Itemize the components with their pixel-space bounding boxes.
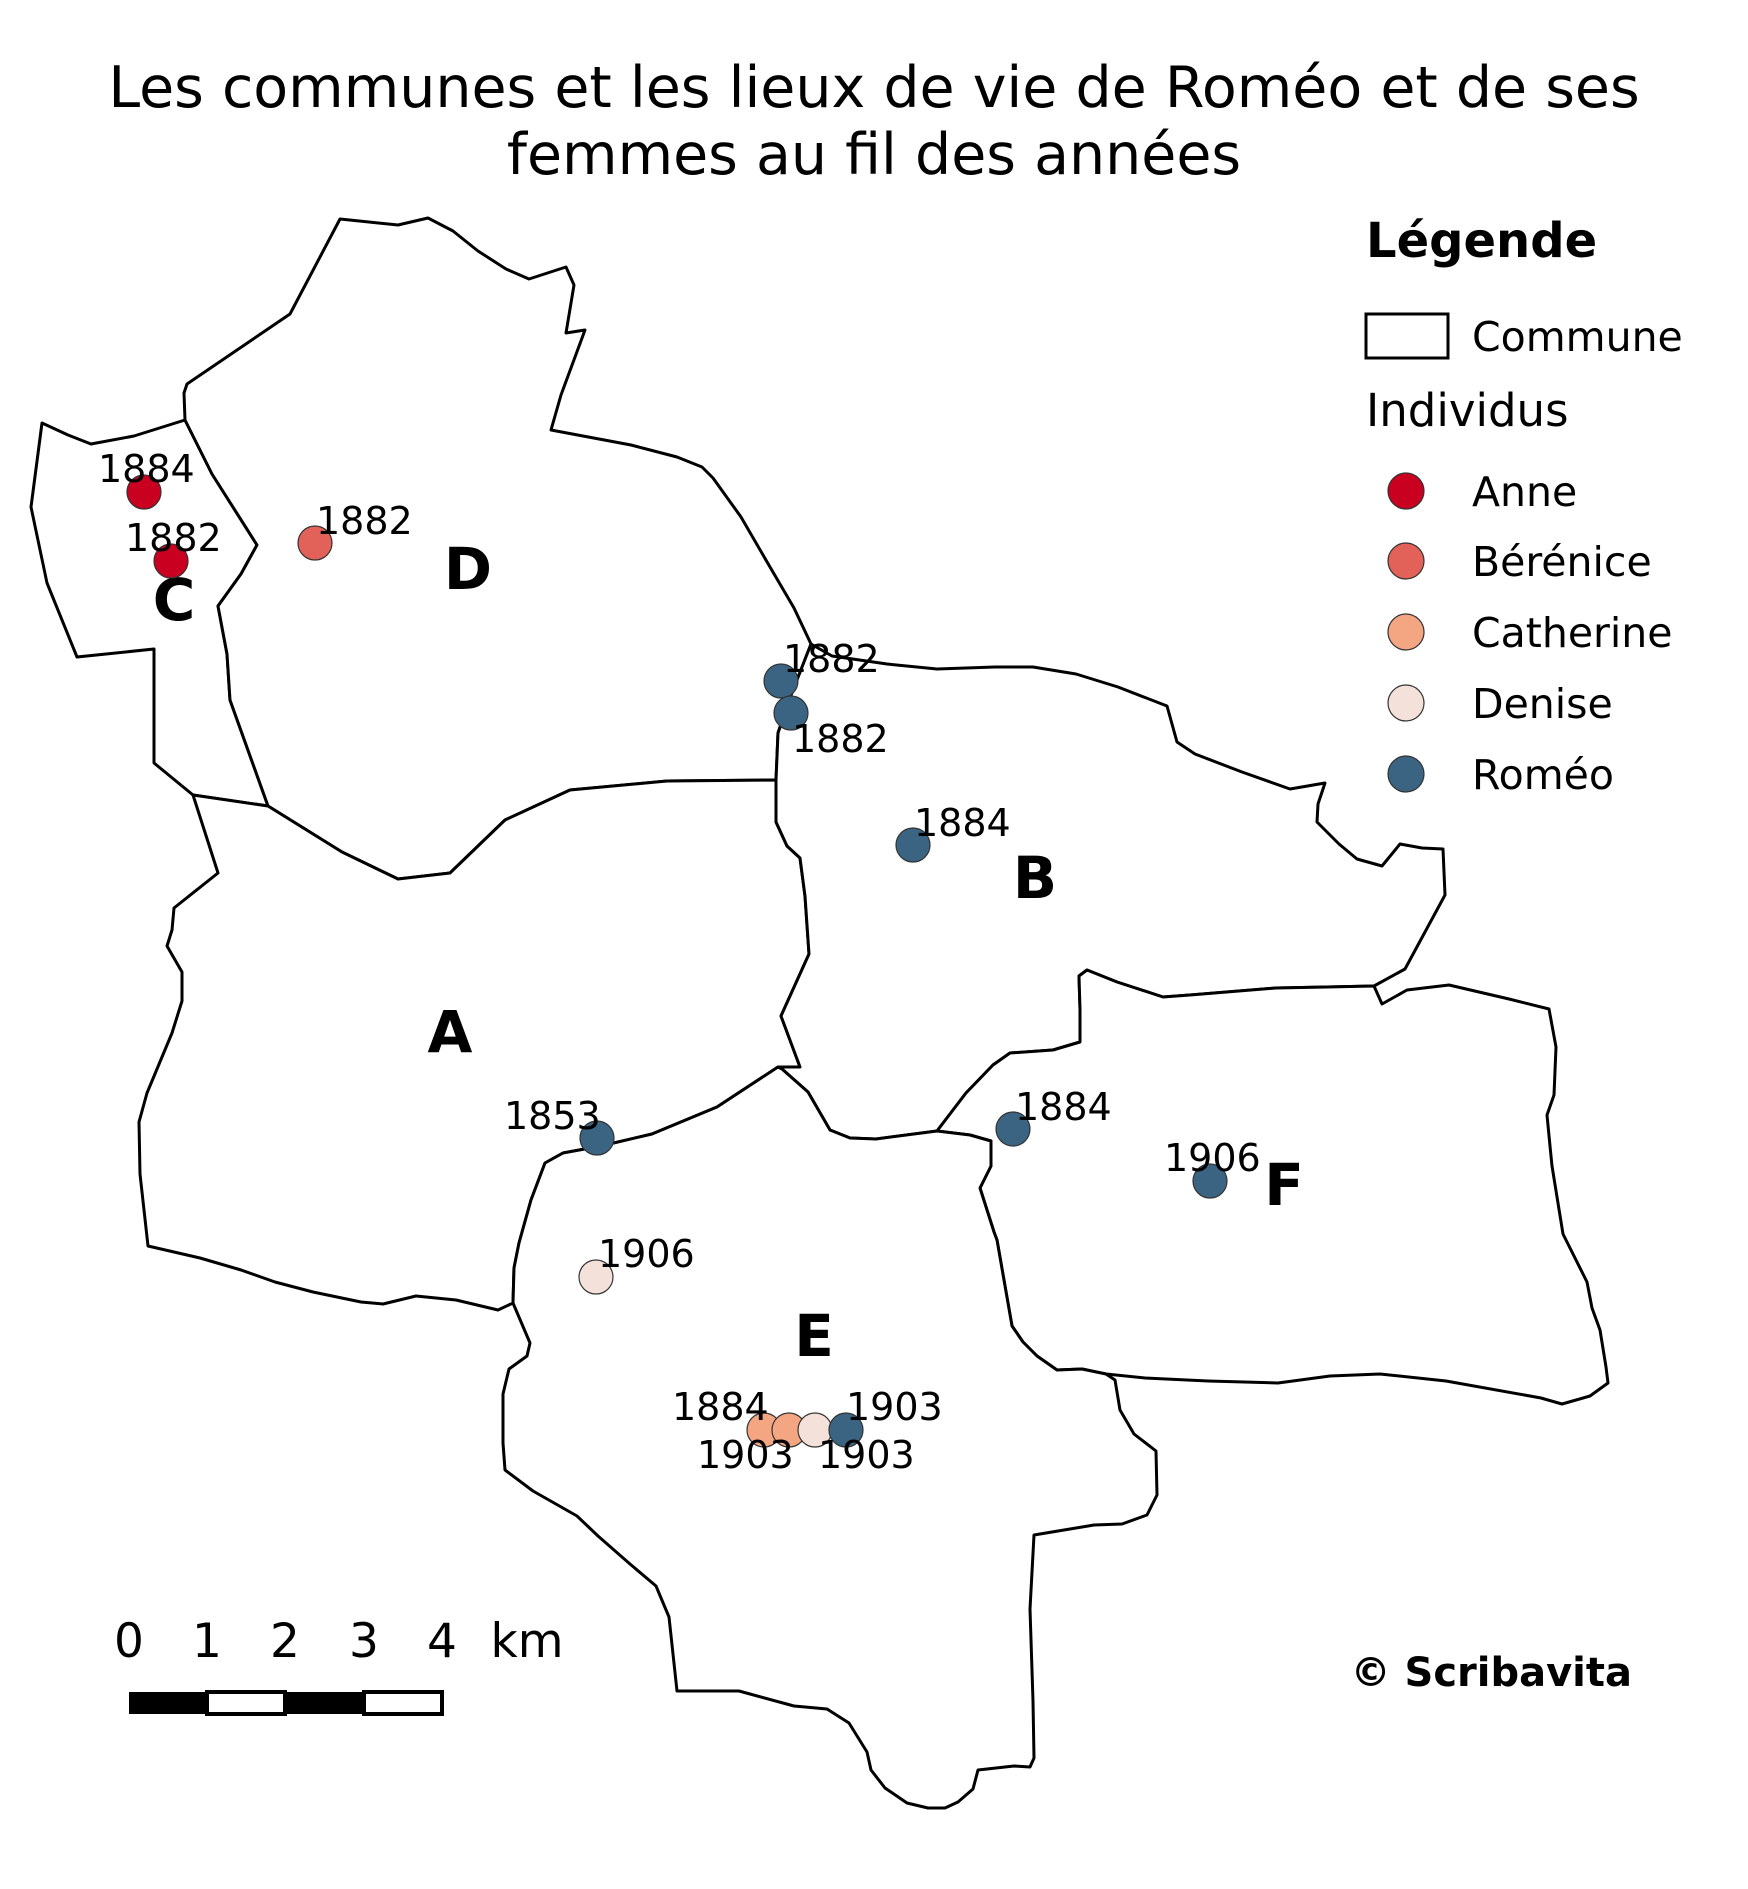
map-title-line2: femmes au fil des années [507, 122, 1241, 188]
year-label: 1884 [672, 1385, 769, 1429]
point-anne-1882[interactable] [153, 543, 189, 579]
scale-unit: km [490, 1614, 563, 1669]
legend-anne-swatch [1387, 472, 1425, 510]
commune-label-b: B [1013, 844, 1057, 912]
point-romeo-1906[interactable] [1192, 1163, 1228, 1199]
year-label: 1884 [1015, 1085, 1112, 1129]
scale-segment [362, 1690, 444, 1716]
scale-tick-3: 3 [349, 1614, 379, 1669]
year-label: 1882 [125, 516, 222, 560]
point-romeo-1853[interactable] [579, 1120, 615, 1156]
legend-romeo-swatch [1387, 755, 1425, 793]
year-label: 1903 [818, 1433, 915, 1477]
legend-berenice-label: Bérénice [1472, 538, 1652, 586]
year-label: 1903 [846, 1385, 943, 1429]
scale-tick-1: 1 [192, 1614, 222, 1669]
point-romeo-1903[interactable] [828, 1412, 864, 1448]
legend-berenice-swatch [1387, 542, 1425, 580]
commune-label-d: D [444, 535, 492, 603]
commune-label-a: A [428, 998, 473, 1066]
year-label: 1853 [504, 1094, 601, 1138]
commune-label-f: F [1264, 1151, 1304, 1219]
scale-tick-0: 0 [114, 1614, 144, 1669]
copyright: © Scribavita [1351, 1650, 1632, 1696]
year-label: 1884 [98, 447, 195, 491]
year-label: 1903 [697, 1433, 794, 1477]
legend-individuals-title: Individus [1366, 384, 1569, 437]
scale-segment [205, 1690, 287, 1716]
legend-denise-swatch [1387, 684, 1425, 722]
point-romeo-1884-b[interactable] [895, 827, 931, 863]
scale-tick-2: 2 [270, 1614, 300, 1669]
scale-segment [285, 1692, 364, 1714]
point-denise-1906[interactable] [578, 1259, 614, 1295]
legend-denise-label: Denise [1472, 680, 1613, 728]
year-label: 1882 [783, 637, 880, 681]
point-romeo-1884-f[interactable] [995, 1111, 1031, 1147]
commune-labels: A B C D E F [153, 535, 1304, 1370]
scale-segment [129, 1692, 207, 1714]
legend-commune-swatch [1364, 312, 1450, 360]
scale-bar: 0 1 2 3 4 km [114, 1614, 564, 1716]
year-label: 1906 [598, 1232, 695, 1276]
year-label: 1906 [1164, 1136, 1261, 1180]
scale-tick-4: 4 [427, 1614, 457, 1669]
legend-commune-label: Commune [1472, 313, 1683, 361]
year-label: 1884 [914, 801, 1011, 845]
point-berenice-1882[interactable] [297, 525, 333, 561]
legend-catherine-label: Catherine [1472, 609, 1673, 657]
communes [29, 216, 1610, 1810]
point-anne-1884[interactable] [126, 474, 162, 510]
legend-title: Légende [1366, 213, 1597, 269]
legend: Légende Commune Individus Anne Bérénice … [1364, 213, 1683, 799]
legend-catherine-swatch [1387, 613, 1425, 651]
residence-points [126, 474, 1228, 1448]
commune-label-e: E [794, 1302, 834, 1370]
year-label: 1882 [316, 499, 413, 543]
legend-anne-label: Anne [1472, 468, 1577, 516]
year-labels: 1884 1882 1882 1882 1882 1884 1853 1906 … [98, 447, 1261, 1477]
point-romeo-1882-b[interactable] [773, 695, 809, 731]
point-romeo-1882-a[interactable] [763, 663, 799, 699]
year-label: 1882 [792, 717, 889, 761]
map-title-line1: Les communes et les lieux de vie de Romé… [108, 55, 1639, 121]
legend-romeo-label: Roméo [1472, 751, 1614, 799]
